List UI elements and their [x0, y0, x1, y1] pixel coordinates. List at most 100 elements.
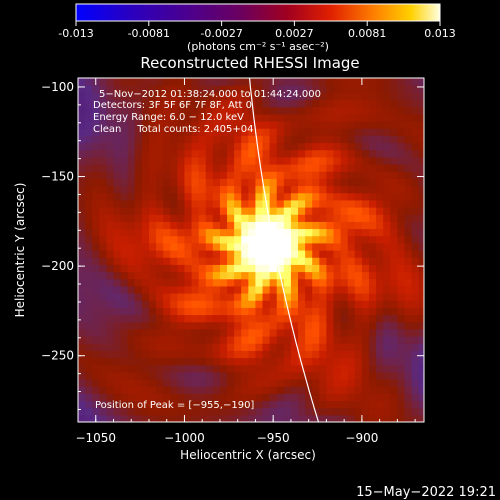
heatmap-cell: [248, 242, 257, 251]
heatmap-cell: [283, 92, 292, 101]
heatmap-cell: [212, 379, 221, 387]
heatmap-cell: [78, 379, 86, 387]
heatmap-cell: [361, 192, 370, 201]
heatmap-cell: [113, 343, 122, 351]
heatmap-cell: [227, 214, 235, 222]
heatmap-cell: [198, 221, 207, 230]
heatmap-cell: [227, 178, 235, 187]
heatmap-cell: [255, 178, 264, 187]
heatmap-cell: [99, 142, 107, 151]
heatmap-cell: [120, 343, 129, 351]
heatmap-cell: [191, 364, 200, 373]
heatmap-cell: [404, 364, 413, 373]
heatmap-cell: [241, 242, 249, 251]
heatmap-cell: [134, 257, 143, 265]
heatmap-cell: [368, 357, 377, 366]
heatmap-cell: [305, 235, 313, 244]
heatmap-cell: [269, 156, 278, 165]
heatmap-cell: [347, 92, 356, 101]
heatmap-cell: [390, 271, 398, 280]
heatmap-cell: [347, 364, 356, 373]
heatmap-cell: [241, 357, 249, 366]
heatmap-cell: [411, 128, 420, 136]
heatmap-cell: [170, 199, 178, 208]
heatmap-cell: [276, 321, 285, 330]
heatmap-cell: [141, 407, 150, 416]
heatmap-cell: [383, 92, 391, 101]
heatmap-cell: [163, 386, 171, 394]
heatmap-cell: [99, 414, 107, 422]
heatmap-cell: [376, 171, 384, 179]
y-axis-ticks: −250−200−150−100: [41, 80, 424, 410]
heatmap-cell: [106, 379, 115, 387]
heatmap-cell: [312, 142, 320, 151]
heatmap-cell: [234, 78, 242, 86]
heatmap-cell: [390, 307, 398, 316]
heatmap-cell: [148, 285, 157, 294]
heatmap-cell: [219, 99, 228, 108]
heatmap-cell: [255, 336, 264, 344]
heatmap-cell: [326, 235, 335, 244]
heatmap-cell: [120, 300, 129, 308]
heatmap-cell: [248, 92, 257, 101]
heatmap-cell: [418, 228, 424, 237]
heatmap-cell: [283, 293, 292, 301]
heatmap-cell: [184, 113, 193, 122]
heatmap-cell: [99, 407, 107, 416]
heatmap-cell: [390, 371, 398, 380]
heatmap-cell: [376, 242, 384, 251]
heatmap-cell: [312, 293, 320, 301]
heatmap-cell: [376, 321, 384, 330]
heatmap-cell: [163, 92, 171, 101]
heatmap-cell: [404, 407, 413, 416]
heatmap-cell: [354, 407, 363, 416]
heatmap-cell: [170, 156, 178, 165]
heatmap-cell: [298, 228, 306, 237]
heatmap-cell: [347, 285, 356, 294]
heatmap-cell: [241, 386, 249, 394]
heatmap-cell: [390, 85, 398, 93]
heatmap-cell: [170, 300, 178, 308]
heatmap-cell: [120, 379, 129, 387]
heatmap-cell: [163, 121, 171, 129]
heatmap-cell: [418, 171, 424, 179]
heatmap-cell: [148, 242, 157, 251]
heatmap-cell: [156, 257, 164, 265]
heatmap-cell: [170, 307, 178, 316]
heatmap-cell: [205, 328, 214, 337]
heatmap-cell: [290, 199, 299, 208]
heatmap-cell: [340, 78, 349, 86]
heatmap-cell: [184, 242, 193, 251]
heatmap-cell: [305, 250, 313, 258]
colorbar: [75, 3, 441, 22]
heatmap-cell: [333, 92, 342, 101]
heatmap-cell: [290, 235, 299, 244]
heatmap-cell: [397, 85, 406, 93]
heatmap-cell: [170, 357, 178, 366]
heatmap-cell: [411, 371, 420, 380]
heatmap-cell: [354, 293, 363, 301]
heatmap-cell: [368, 393, 377, 402]
heatmap-cell: [113, 235, 122, 244]
heatmap-cell: [99, 271, 107, 280]
heatmap-cell: [376, 357, 384, 366]
heatmap-cell: [141, 314, 150, 323]
heatmap-cell: [241, 113, 249, 122]
heatmap-cell: [148, 199, 157, 208]
heatmap-cell: [141, 285, 150, 294]
heatmap-cell: [397, 307, 406, 316]
heatmap-cell: [184, 271, 193, 280]
heatmap-cell: [219, 214, 228, 222]
heatmap-cell: [418, 307, 424, 316]
heatmap-cell: [177, 92, 186, 101]
heatmap-cell: [219, 393, 228, 402]
heatmap-cell: [354, 400, 363, 409]
heatmap-cell: [262, 414, 271, 422]
heatmap-cell: [361, 300, 370, 308]
heatmap-cell: [85, 307, 93, 316]
heatmap-cell: [340, 113, 349, 122]
heatmap-cell: [326, 400, 335, 409]
heatmap-cell: [241, 257, 249, 265]
heatmap-cell: [234, 400, 242, 409]
heatmap-cell: [312, 364, 320, 373]
